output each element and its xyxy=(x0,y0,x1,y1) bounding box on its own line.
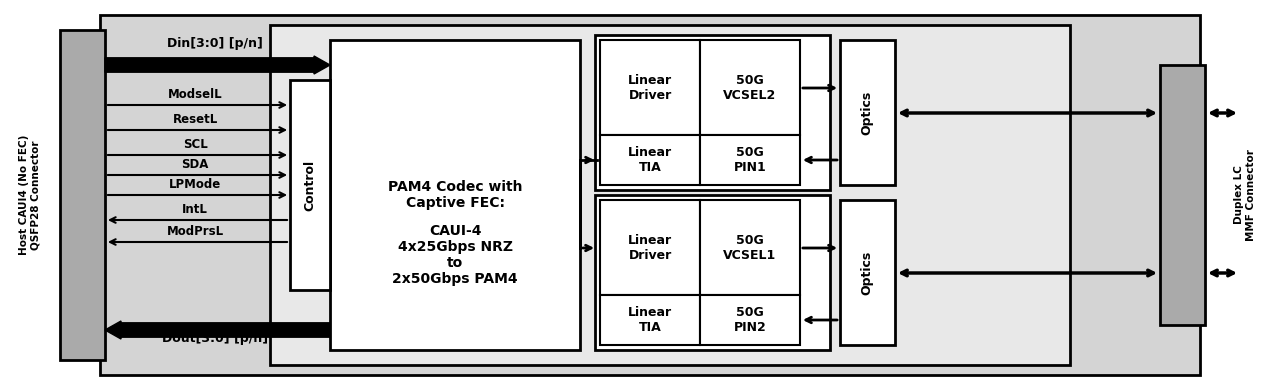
FancyBboxPatch shape xyxy=(600,295,700,345)
Text: ModselL: ModselL xyxy=(168,88,222,101)
Text: 50G
VCSEL1: 50G VCSEL1 xyxy=(723,234,777,262)
Text: 50G
PIN2: 50G PIN2 xyxy=(733,306,767,334)
Text: 50G
VCSEL2: 50G VCSEL2 xyxy=(723,74,777,102)
FancyBboxPatch shape xyxy=(600,135,700,185)
FancyBboxPatch shape xyxy=(700,135,800,185)
Text: SDA: SDA xyxy=(181,158,209,171)
FancyBboxPatch shape xyxy=(60,30,105,360)
FancyBboxPatch shape xyxy=(595,195,829,350)
Text: 50G
PIN1: 50G PIN1 xyxy=(733,146,767,174)
FancyBboxPatch shape xyxy=(840,40,895,185)
FancyBboxPatch shape xyxy=(600,40,700,135)
Text: Optics: Optics xyxy=(860,91,873,135)
FancyBboxPatch shape xyxy=(840,200,895,345)
FancyBboxPatch shape xyxy=(329,40,579,350)
Text: Linear
Driver: Linear Driver xyxy=(628,74,672,102)
FancyBboxPatch shape xyxy=(700,40,800,135)
FancyBboxPatch shape xyxy=(100,15,1200,375)
FancyBboxPatch shape xyxy=(700,200,800,295)
Text: Duplex LC
MMF Connector: Duplex LC MMF Connector xyxy=(1235,149,1256,241)
Text: ResetL: ResetL xyxy=(172,113,218,126)
FancyBboxPatch shape xyxy=(1160,65,1205,325)
FancyBboxPatch shape xyxy=(700,295,800,345)
Text: Host CAUI4 (No FEC)
QSFP28 Connector: Host CAUI4 (No FEC) QSFP28 Connector xyxy=(19,135,41,255)
Text: Control: Control xyxy=(304,160,317,211)
Polygon shape xyxy=(105,321,329,339)
Text: IntL: IntL xyxy=(182,203,208,216)
Text: CAUI-4
4x25Gbps NRZ
to
2x50Gbps PAM4: CAUI-4 4x25Gbps NRZ to 2x50Gbps PAM4 xyxy=(392,224,518,286)
FancyBboxPatch shape xyxy=(290,80,329,290)
Text: Din[3:0] [p/n]: Din[3:0] [p/n] xyxy=(167,37,263,50)
FancyBboxPatch shape xyxy=(271,25,1070,365)
Text: SCL: SCL xyxy=(182,138,208,151)
Text: Linear
Driver: Linear Driver xyxy=(628,234,672,262)
Text: Linear
TIA: Linear TIA xyxy=(628,146,672,174)
Text: Linear
TIA: Linear TIA xyxy=(628,306,672,334)
Text: Optics: Optics xyxy=(860,251,873,295)
Text: Dout[3:0] [p/n]: Dout[3:0] [p/n] xyxy=(162,332,268,345)
Text: LPMode: LPMode xyxy=(169,178,221,191)
Text: ModPrsL: ModPrsL xyxy=(167,225,223,238)
FancyBboxPatch shape xyxy=(600,200,700,295)
Polygon shape xyxy=(105,56,329,74)
Text: PAM4 Codec with
Captive FEC:: PAM4 Codec with Captive FEC: xyxy=(387,180,522,210)
FancyBboxPatch shape xyxy=(595,35,829,190)
